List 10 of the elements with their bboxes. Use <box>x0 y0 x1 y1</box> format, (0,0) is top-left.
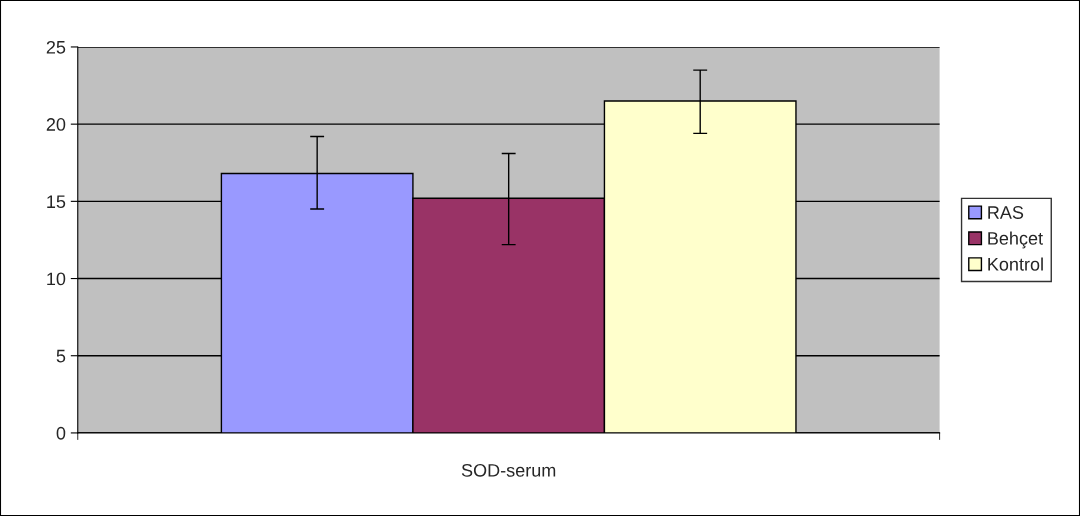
y-tick-label: 25 <box>46 40 66 54</box>
legend-label: RAS <box>988 206 1024 219</box>
y-tick-label: 20 <box>46 118 66 131</box>
legend-label: Kontrol <box>988 257 1043 271</box>
y-tick-label: 15 <box>47 195 66 209</box>
y-tick-label: 5 <box>56 349 66 363</box>
legend-label: Behçet <box>988 231 1043 249</box>
y-tick-label: 0 <box>56 426 66 440</box>
y-tick-label: 10 <box>47 272 66 286</box>
x-tick-label: SOD-serum <box>461 463 556 477</box>
